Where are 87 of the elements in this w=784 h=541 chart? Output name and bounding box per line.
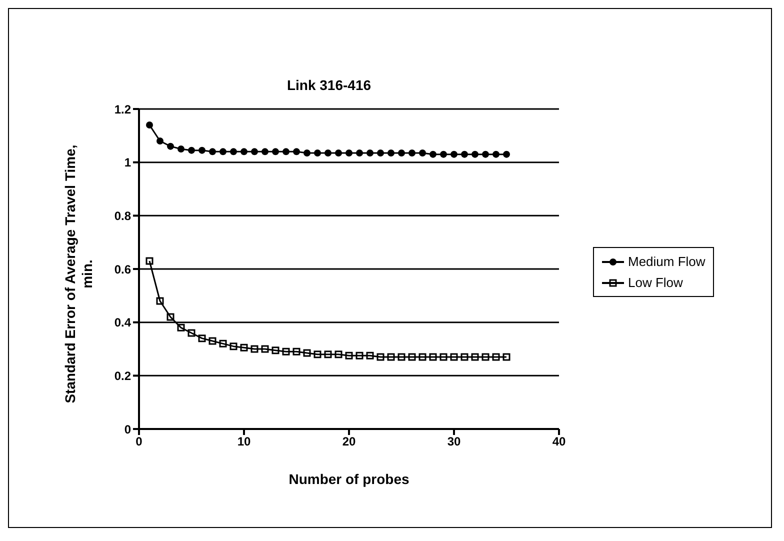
- point: [314, 150, 321, 156]
- y-tick-label: 0.6: [114, 262, 132, 276]
- point: [208, 337, 216, 345]
- legend-label: Medium Flow: [628, 254, 706, 269]
- x-tick-label: 0: [136, 434, 143, 449]
- point: [282, 148, 290, 156]
- point: [220, 148, 226, 156]
- point: [503, 150, 510, 158]
- point: [366, 352, 374, 360]
- chart-title: Link 316-416: [286, 77, 372, 93]
- point: [324, 150, 332, 156]
- point: [156, 138, 164, 144]
- x-tick-label: 20: [342, 434, 356, 449]
- point: [419, 150, 426, 156]
- x-axis-title: Number of probes: [288, 471, 410, 487]
- point: [198, 334, 206, 342]
- point: [146, 122, 153, 128]
- point: [408, 353, 416, 361]
- point: [177, 324, 185, 332]
- point: [198, 146, 206, 154]
- point: [492, 353, 500, 361]
- point: [250, 345, 258, 353]
- point: [356, 150, 363, 156]
- point: [178, 146, 184, 152]
- point: [377, 150, 384, 156]
- point: [251, 148, 258, 156]
- point: [366, 150, 374, 156]
- point: [209, 148, 216, 156]
- point: [387, 353, 395, 361]
- point: [272, 346, 280, 354]
- point: [346, 150, 352, 156]
- point: [293, 148, 300, 156]
- point: [167, 142, 174, 150]
- point: [460, 353, 468, 361]
- point: [471, 353, 479, 361]
- point: [345, 352, 353, 360]
- point: [324, 350, 332, 358]
- point: [388, 150, 394, 156]
- y-tick-label: 1.2: [114, 102, 132, 116]
- point: [356, 352, 364, 360]
- point: [303, 349, 311, 357]
- point: [230, 148, 237, 156]
- point: [429, 353, 437, 361]
- point: [502, 353, 510, 361]
- y-tick-label: 0.2: [114, 368, 132, 383]
- point: [430, 150, 436, 158]
- y-tick-label: 1: [124, 156, 132, 170]
- point: [292, 348, 300, 356]
- point: [376, 353, 384, 361]
- point: [408, 150, 416, 156]
- point: [450, 150, 458, 158]
- legend-label: Low Flow: [628, 275, 683, 290]
- point: [272, 148, 279, 156]
- point: [418, 353, 426, 361]
- point: [450, 353, 458, 361]
- point: [334, 350, 342, 358]
- point: [240, 148, 248, 156]
- x-tick-label: 10: [237, 434, 251, 449]
- point: [482, 150, 489, 158]
- point: [188, 329, 196, 337]
- point: [146, 257, 154, 265]
- y-tick-label: 0.4: [114, 316, 132, 330]
- x-tick-label: 30: [447, 434, 461, 449]
- point: [461, 150, 468, 158]
- point: [472, 150, 478, 158]
- point: [304, 150, 310, 156]
- y-tick-label: 0: [124, 422, 132, 436]
- point: [262, 148, 268, 156]
- point: [156, 297, 164, 305]
- y-axis-title: Standard Error of Average Travel Time, min.: [62, 144, 96, 404]
- x-tick-label: 40: [552, 434, 566, 449]
- point: [482, 353, 490, 361]
- point: [492, 150, 500, 158]
- point: [398, 150, 405, 156]
- point: [240, 344, 248, 352]
- y-tick-label: 0.8: [114, 208, 132, 223]
- point: [166, 313, 174, 321]
- point: [440, 353, 448, 361]
- point: [314, 350, 322, 358]
- point: [335, 150, 342, 156]
- point: [188, 146, 195, 154]
- point: [230, 342, 238, 350]
- point: [440, 150, 447, 158]
- point: [282, 348, 290, 356]
- point: [261, 345, 269, 353]
- point: [398, 353, 406, 361]
- point: [219, 340, 227, 348]
